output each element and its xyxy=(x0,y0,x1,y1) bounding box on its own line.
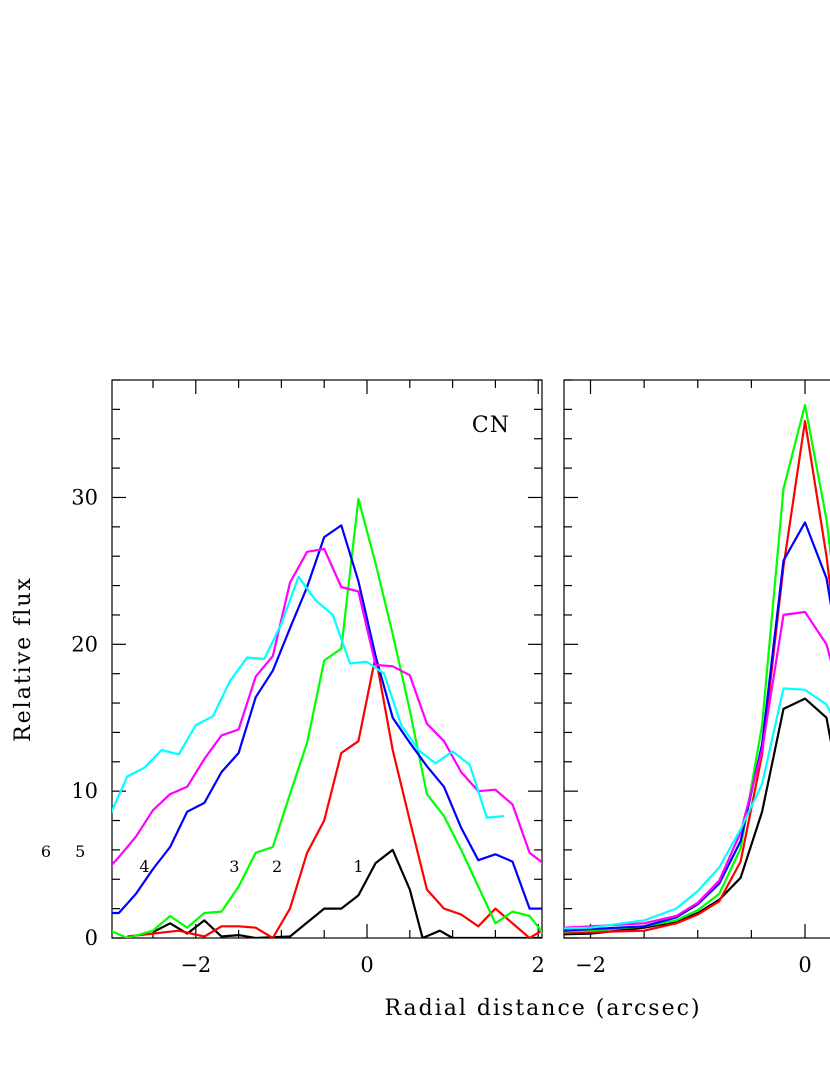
panel-frame xyxy=(563,379,830,939)
series-line-6 xyxy=(564,687,830,930)
panel-2: −2 0 xyxy=(563,379,830,977)
series-line-2 xyxy=(564,420,830,934)
series-line-6 xyxy=(112,575,505,819)
series-line-4 xyxy=(564,521,830,932)
curve-label-1: 1 xyxy=(353,857,363,876)
y-tick-label: 10 xyxy=(71,779,98,803)
x-tick-label: 0 xyxy=(798,953,811,977)
series-group xyxy=(112,497,542,938)
curve-label-5: 5 xyxy=(75,842,85,861)
curve-label-2: 2 xyxy=(272,857,282,876)
x-tick-label: 2 xyxy=(532,953,545,977)
series-line-3 xyxy=(564,403,830,933)
series-line-5 xyxy=(564,610,830,929)
y-axis-title: Relative flux xyxy=(11,576,36,742)
curve-label-3: 3 xyxy=(229,857,239,876)
series-group xyxy=(564,403,830,936)
series-line-2 xyxy=(127,655,542,938)
y-tick-label: 20 xyxy=(71,632,98,656)
series-line-3 xyxy=(112,497,542,938)
x-tick-label: 0 xyxy=(360,953,373,977)
series-line-5 xyxy=(112,547,542,867)
curve-label-4: 4 xyxy=(139,857,149,876)
y-tick-label: 0 xyxy=(85,926,98,950)
series-line-4 xyxy=(112,524,542,915)
panel-frame xyxy=(111,379,543,939)
curve-label-6: 6 xyxy=(41,842,51,861)
panel-label: CN xyxy=(472,413,510,438)
x-axis-title: Radial distance (arcsec) xyxy=(384,996,701,1021)
x-tick-label: −2 xyxy=(575,953,606,977)
x-tick-label: −2 xyxy=(180,953,211,977)
series-line-1 xyxy=(152,848,542,938)
y-tick-label: 30 xyxy=(71,485,98,509)
